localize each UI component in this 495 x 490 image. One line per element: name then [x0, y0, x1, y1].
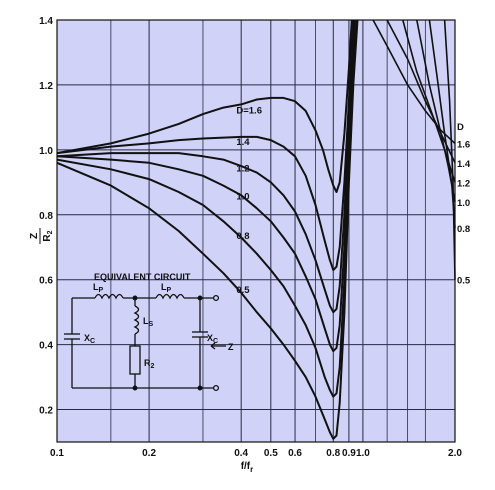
curve-right-label: 1.6 [457, 139, 470, 150]
x-tick-label: 0.4 [234, 448, 248, 459]
y-axis-title-denominator: R [42, 234, 53, 242]
right-label-header: D [457, 122, 464, 133]
y-axis-title-denominator-sub: 2 [47, 230, 54, 234]
curve-right-branch [443, 19, 456, 280]
y-tick-label: 1.4 [39, 16, 53, 27]
curve-right-label: 1.4 [457, 159, 471, 170]
ls-inductor [133, 305, 140, 335]
ls-label: LS [143, 316, 154, 328]
junction-top [132, 295, 138, 301]
lp-inductor-right [155, 293, 185, 300]
y-tick-label: 0.2 [39, 406, 53, 417]
curve-inline-label: 0.8 [236, 231, 249, 242]
lp-label-left: LP [93, 282, 104, 294]
right-labels: D 1.6 1.4 1.2 1.0 0.8 0.5 [457, 122, 471, 287]
y-tick-label: 1.2 [39, 81, 53, 92]
x-axis-title-text: f/f [241, 461, 251, 472]
curve-right-label: 1.2 [457, 178, 470, 189]
curve-inline-label: 0.5 [236, 285, 250, 296]
y-axis-title: Z R2 [29, 228, 54, 244]
curve-right-label: 1.0 [457, 198, 470, 209]
lp-label-right: LP [161, 282, 172, 294]
curve-right-branch [372, 19, 456, 144]
x-tick-label: 0.6 [288, 448, 302, 459]
plot-frame [56, 19, 456, 443]
y-tick-label: 0.6 [39, 276, 53, 287]
curve-left-branch [56, 19, 353, 193]
r2-label: R2 [144, 358, 155, 370]
curve-inline-label: D=1.6 [236, 106, 262, 117]
y-axis-title-numerator: Z [29, 233, 40, 239]
xc-label-left: XC [84, 333, 95, 345]
curve-right-label: 0.8 [457, 224, 470, 235]
curve-right-label: 0.5 [457, 276, 471, 287]
terminal-top [212, 294, 220, 302]
lp-inductor-left [94, 293, 124, 300]
x-tick-label: 2.0 [448, 448, 462, 459]
junction-top-right [197, 295, 203, 301]
y-ticks: 0.2 0.4 0.6 0.8 1.0 1.2 1.4 [39, 16, 53, 417]
x-tick-label: 1.0 [356, 448, 370, 459]
curve-inline-label: 1.0 [236, 191, 249, 202]
curves [56, 19, 456, 440]
plot-background [57, 20, 455, 442]
curve-inline-label: 1.4 [236, 137, 250, 148]
x-ticks: 0.1 0.2 0.4 0.5 0.6 0.8 0.9 1.0 2.0 [50, 448, 462, 459]
curve-left-branch [56, 19, 359, 440]
x-tick-label: 0.9 [342, 448, 356, 459]
x-tick-label: 0.5 [264, 448, 278, 459]
y-tick-label: 0.4 [39, 341, 53, 352]
z-label: Z [228, 342, 234, 352]
curve-left-branch [56, 19, 356, 314]
x-axis-title-sub: r [250, 465, 253, 474]
x-tick-label: 0.2 [142, 448, 156, 459]
svg-text:f/fr: f/fr [241, 461, 254, 474]
grid [56, 19, 456, 443]
curve-left-branch [56, 19, 358, 398]
svg-text:R2: R2 [42, 230, 54, 241]
curve-inline-label: 1.2 [236, 163, 249, 174]
x-axis-title: f/fr [241, 461, 254, 474]
junction-bottom [132, 385, 138, 391]
x-tick-label: 0.1 [50, 448, 64, 459]
inset-title: EQUIVALENT CIRCUIT [94, 272, 191, 282]
z-arrow [210, 342, 226, 350]
junction-bottom-right [197, 385, 203, 391]
y-tick-label: 0.8 [39, 211, 53, 222]
inline-labels: D=1.6 1.4 1.2 1.0 0.8 0.5 [236, 106, 262, 296]
xc-label-right: XC [207, 333, 218, 345]
equivalent-circuit-inset: EQUIVALENT CIRCUIT [64, 272, 234, 392]
curve-left-branch [56, 19, 358, 353]
terminal-bottom [212, 384, 220, 392]
y-tick-label: 1.0 [39, 146, 53, 157]
curve-left-branch [56, 19, 355, 271]
x-tick-label: 0.8 [326, 448, 340, 459]
